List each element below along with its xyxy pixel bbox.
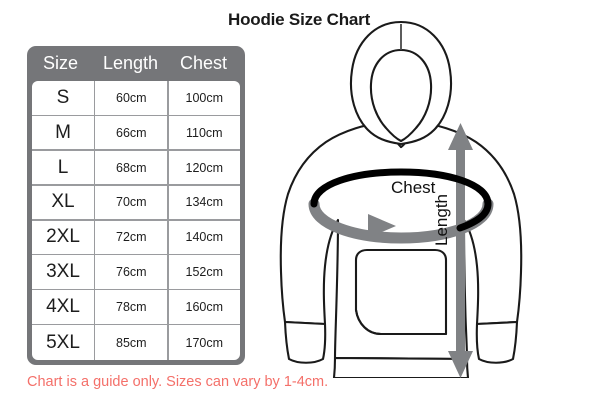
table-row: L 68cm 120cm — [32, 150, 240, 186]
cell-length: 72cm — [95, 220, 168, 255]
length-measure-label: Length — [432, 194, 451, 246]
column-header-length: Length — [102, 53, 159, 73]
cell-size: 5XL — [32, 325, 94, 360]
table-row: 3XL 76cm 152cm — [32, 255, 240, 290]
cell-size: 2XL — [32, 220, 94, 255]
cell-length: 85cm — [95, 325, 168, 360]
chest-measure-ring — [308, 168, 494, 244]
cell-length: 70cm — [95, 185, 168, 220]
table-row: 5XL 85cm 170cm — [32, 325, 240, 360]
table-row: S 60cm 100cm — [32, 81, 240, 116]
disclaimer-note: Chart is a guide only. Sizes can vary by… — [27, 374, 329, 390]
cell-size: S — [32, 81, 94, 115]
size-table: Size Length Chest S 60cm 100cm M 66cm 11… — [27, 46, 245, 365]
table-row: 2XL 72cm 140cm — [32, 220, 240, 256]
table-row: M 66cm 110cm — [32, 115, 240, 151]
cell-chest: 140cm — [168, 220, 240, 255]
cell-chest: 152cm — [168, 255, 240, 289]
table-header-row: Size Length Chest — [27, 46, 245, 81]
page-title: Hoodie Size Chart — [228, 10, 371, 29]
cell-chest: 110cm — [168, 115, 240, 150]
hoodie-diagram: Chest Length — [272, 18, 600, 378]
cell-chest: 100cm — [168, 81, 240, 115]
chest-measure-label: Chest — [391, 178, 436, 197]
cell-size: M — [32, 115, 94, 150]
table-body: S 60cm 100cm M 66cm 110cm L 68cm 120cm X… — [32, 81, 240, 360]
cell-chest: 120cm — [168, 150, 240, 185]
cell-size: 3XL — [32, 255, 94, 289]
cell-length: 68cm — [95, 150, 168, 185]
cell-chest: 160cm — [168, 290, 240, 324]
cell-length: 76cm — [95, 255, 168, 289]
cell-length: 60cm — [95, 81, 168, 115]
column-header-size: Size — [42, 53, 78, 73]
length-measure-arrow — [448, 123, 473, 378]
column-header-chest: Chest — [179, 53, 228, 73]
cell-length: 78cm — [95, 290, 168, 324]
cell-size: 4XL — [32, 290, 94, 324]
cell-chest: 134cm — [168, 185, 240, 220]
cell-chest: 170cm — [168, 325, 240, 360]
cell-length: 66cm — [95, 115, 168, 150]
cell-size: XL — [32, 185, 94, 220]
table-row: 4XL 78cm 160cm — [32, 290, 240, 325]
cell-size: L — [32, 150, 94, 185]
table-row: XL 70cm 134cm — [32, 185, 240, 221]
